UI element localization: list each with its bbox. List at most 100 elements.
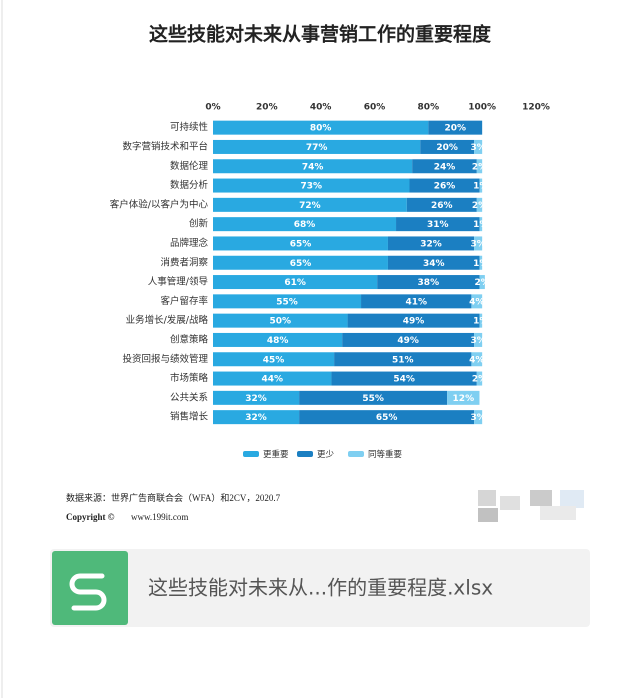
data-label: 73% [300, 182, 322, 192]
bar-segment [471, 352, 483, 367]
data-label: 50% [270, 317, 292, 327]
bar-segment [474, 332, 483, 347]
bar-segment [213, 410, 300, 425]
data-label: 32% [245, 394, 267, 404]
bar-segment [474, 236, 483, 251]
blur-block [478, 508, 498, 522]
x-tick-label: 40% [310, 103, 332, 113]
bar-segment [213, 197, 407, 212]
legend-label: 同等重要 [368, 449, 403, 460]
bar-segment [334, 352, 472, 367]
data-label: 61% [284, 278, 306, 288]
bar-segment [474, 139, 483, 154]
data-label: 1% [473, 259, 488, 269]
bar-segment [476, 159, 483, 174]
bar-segment [213, 255, 388, 270]
legend-swatch [348, 451, 364, 457]
blur-block [540, 506, 576, 520]
data-label: 55% [276, 297, 298, 307]
data-label: 26% [431, 201, 453, 211]
data-label: 4% [469, 297, 484, 307]
bar-segment [361, 294, 472, 309]
data-label: 55% [362, 394, 384, 404]
attachment-filename: 这些技能对未来从...作的重要程度.xlsx [148, 576, 493, 600]
data-label: 12% [453, 394, 475, 404]
bar-segment [213, 139, 421, 154]
blur-block [530, 490, 552, 506]
bar-segment [331, 371, 477, 386]
legend-swatch [243, 451, 259, 457]
data-label: 65% [290, 239, 312, 249]
y-tick-label: 公共关系 [170, 391, 208, 403]
x-tick-label: 100% [468, 103, 496, 113]
bar-segment [213, 371, 332, 386]
data-label: 32% [245, 413, 267, 423]
data-label: 2% [472, 375, 487, 385]
bar-segment [299, 410, 475, 425]
bar-segment [213, 178, 410, 193]
bar-segment [479, 313, 483, 328]
data-label: 24% [434, 162, 456, 172]
data-label: 20% [444, 124, 466, 134]
bar-segment [213, 159, 413, 174]
bar-segment [377, 275, 480, 290]
data-label: 68% [294, 220, 316, 230]
data-label: 48% [267, 336, 289, 346]
data-label: 54% [393, 375, 415, 385]
bar-segment [213, 217, 397, 232]
data-label: 4% [469, 355, 484, 365]
data-label: 77% [306, 143, 328, 153]
data-label: 26% [434, 182, 456, 192]
bar-segment [213, 236, 388, 251]
y-tick-label: 人事管理/领导 [148, 276, 208, 288]
data-label: 3% [470, 239, 485, 249]
blur-block [560, 490, 584, 508]
bar-segment [213, 332, 343, 347]
data-label: 3% [470, 143, 485, 153]
data-label: 38% [418, 278, 440, 288]
attachment-card[interactable] [50, 549, 590, 627]
data-label: 41% [405, 297, 427, 307]
bar-segment [213, 390, 300, 405]
y-tick-label: 数据伦理 [170, 160, 209, 172]
data-label: 49% [397, 336, 419, 346]
x-tick-label: 120% [522, 103, 550, 113]
x-tick-label: 0% [205, 103, 220, 113]
bar-segment [471, 294, 483, 309]
bar-segment [342, 332, 475, 347]
legend-label: 更重要 [263, 449, 289, 460]
y-tick-label: 创意策略 [170, 333, 209, 345]
data-label: 65% [290, 259, 312, 269]
x-tick-label: 80% [418, 103, 440, 113]
data-label: 1% [473, 317, 488, 327]
blur-block [500, 496, 520, 510]
data-label: 51% [392, 355, 414, 365]
bar-segment [213, 313, 348, 328]
bar-segment [479, 217, 483, 232]
blur-block [478, 490, 496, 506]
y-tick-label: 数字营销技术和平台 [122, 140, 208, 152]
bar-segment [479, 255, 483, 270]
y-tick-label: 数据分析 [170, 179, 209, 191]
bar-segment [420, 139, 475, 154]
data-label: 80% [310, 124, 332, 134]
chart-title: 这些技能对未来从事营销工作的重要程度 [149, 23, 492, 46]
bar-segment [213, 120, 429, 135]
bar-segment [347, 313, 480, 328]
data-label: 2% [472, 162, 487, 172]
bar-segment [213, 352, 335, 367]
bar-segment [406, 197, 477, 212]
bar-segment [476, 371, 483, 386]
data-label: 65% [376, 413, 398, 423]
bar-segment [428, 120, 483, 135]
data-label: 72% [299, 201, 321, 211]
y-tick-label: 客户体验/以客户为中心 [110, 198, 209, 210]
blurred-region [478, 490, 584, 522]
y-tick-label: 可持续性 [170, 121, 209, 133]
y-tick-label: 消费者洞察 [160, 256, 208, 268]
x-tick-label: 60% [364, 103, 386, 113]
data-label: 44% [261, 375, 283, 385]
file-icon-glyph [69, 573, 107, 611]
y-tick-label: 投资回报与绩效管理 [122, 353, 208, 365]
y-tick-label: 品牌理念 [170, 237, 209, 249]
